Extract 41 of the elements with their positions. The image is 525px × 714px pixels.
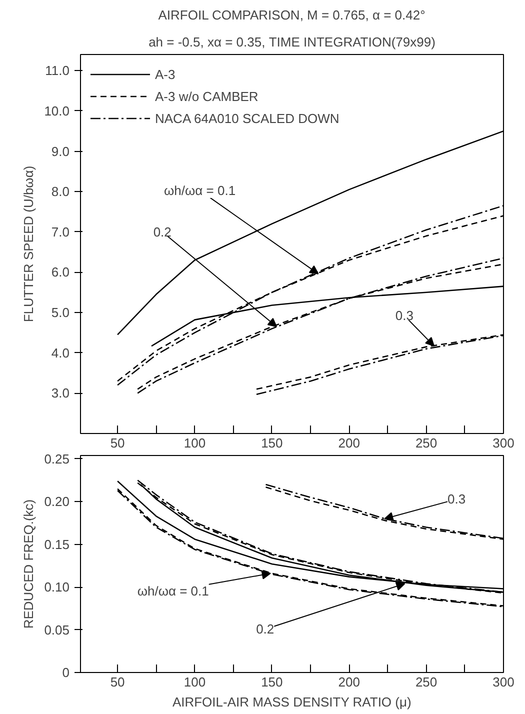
x-tick-label: 50 [110,674,125,690]
y-tick-label: 0.10 [44,580,70,595]
annotation: 0.3 [448,492,466,507]
x-tick-label: 50 [110,436,125,450]
chart-title: AIRFOIL COMPARISON, M = 0.765, α = 0.42° [158,8,426,22]
legend-label: A-3 w/o CAMBER [155,88,258,104]
y-tick-label: 5.0 [51,305,70,320]
annotation: 0.2 [153,224,172,240]
y-tick-label: 0.15 [44,536,70,552]
x-tick-label: 200 [338,436,360,450]
x-tick-label: 150 [261,674,283,690]
legend-label: A-3 [155,66,176,82]
y-tick-label: 4.0 [51,345,70,360]
x-tick-label: 100 [184,436,206,450]
y-tick-label: 0.20 [44,494,70,510]
y-tick-label: 0.25 [44,451,70,466]
y-tick-label: 0 [62,665,70,680]
chart-subtitle: ah = -0.5, xα = 0.35, TIME INTEGRATION(79x99) [148,34,436,50]
y-tick-label: 0.05 [44,622,70,638]
annotation: 0.2 [256,622,274,637]
annotation: 0.3 [395,308,414,324]
y-axis-title: FLUTTER SPEED (U/bωα) [21,166,36,322]
x-tick-label: 100 [184,674,206,690]
y-tick-label: 11.0 [45,63,70,78]
y-tick-label: 7.0 [51,224,70,240]
y-tick-label: 6.0 [51,264,70,280]
y-tick-label: 3.0 [51,386,70,401]
annotation: ωh/ωα = 0.1 [137,583,209,598]
x-axis-title: AIRFOIL-AIR MASS DENSITY RATIO (μ) [172,694,412,710]
x-tick-label: 300 [492,674,514,690]
x-tick-label: 300 [492,436,514,450]
x-tick-label: 250 [415,674,438,690]
y-tick-label: 9.0 [51,144,70,159]
y-tick-label: 8.0 [51,184,70,200]
x-tick-label: 200 [338,674,360,690]
y-tick-label: 10.0 [44,103,70,118]
x-tick-label: 250 [415,436,438,450]
annotation: ωh/ωα = 0.1 [164,182,236,198]
x-tick-label: 150 [261,436,283,450]
legend-label: NACA 64A010 SCALED DOWN [155,110,340,126]
y-axis-title: REDUCED FREQ.(kc) [21,499,36,629]
